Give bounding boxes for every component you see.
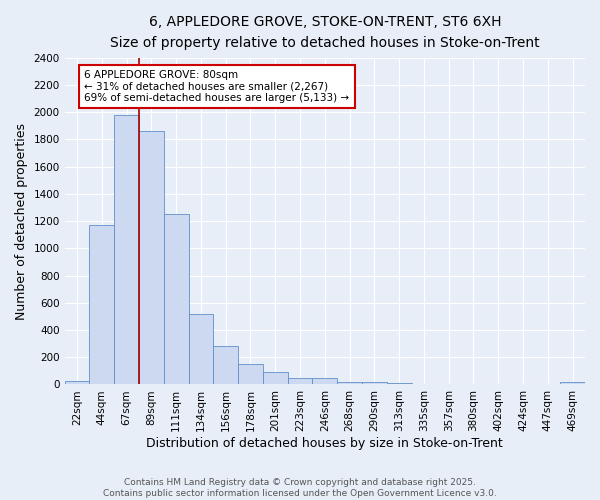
Bar	[164, 214, 188, 384]
Bar	[362, 382, 387, 384]
Bar	[263, 372, 287, 384]
Bar	[313, 378, 337, 384]
Bar	[89, 225, 114, 384]
Bar	[65, 381, 89, 384]
Bar	[188, 314, 214, 384]
Bar	[114, 115, 139, 384]
Title: 6, APPLEDORE GROVE, STOKE-ON-TRENT, ST6 6XH
Size of property relative to detache: 6, APPLEDORE GROVE, STOKE-ON-TRENT, ST6 …	[110, 15, 539, 50]
Bar	[214, 346, 238, 385]
Text: Contains HM Land Registry data © Crown copyright and database right 2025.
Contai: Contains HM Land Registry data © Crown c…	[103, 478, 497, 498]
Bar	[287, 378, 313, 384]
Text: 6 APPLEDORE GROVE: 80sqm
← 31% of detached houses are smaller (2,267)
69% of sem: 6 APPLEDORE GROVE: 80sqm ← 31% of detach…	[85, 70, 350, 103]
Y-axis label: Number of detached properties: Number of detached properties	[15, 122, 28, 320]
Bar	[139, 131, 164, 384]
X-axis label: Distribution of detached houses by size in Stoke-on-Trent: Distribution of detached houses by size …	[146, 437, 503, 450]
Bar	[337, 382, 362, 384]
Bar	[238, 364, 263, 384]
Bar	[560, 382, 585, 384]
